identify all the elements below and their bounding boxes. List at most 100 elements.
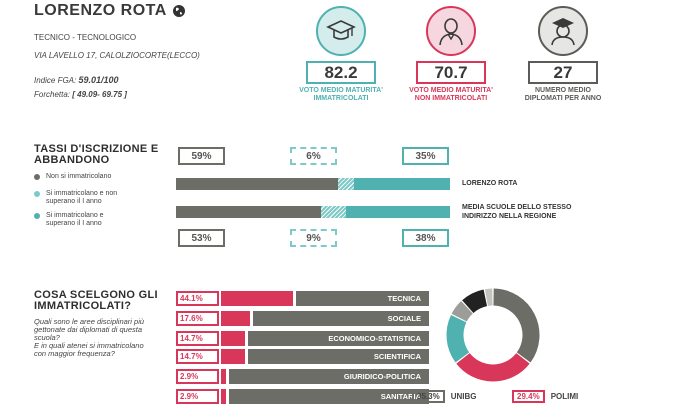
question-line: E in quali atenei si immatricolano	[34, 341, 144, 350]
choice-bar	[221, 369, 226, 384]
bar-segment-dropout	[321, 206, 346, 218]
metric-value: 70.7	[416, 61, 486, 84]
region-pct-dropout: 9%	[290, 229, 337, 247]
legend-dot	[34, 174, 40, 180]
region-stacked-bar	[176, 206, 450, 218]
enrollment-title: TASSI D'ISCRIZIONE E ABBANDONO	[34, 144, 159, 166]
metric-value: 82.2	[306, 61, 376, 84]
choice-pct: 17.6%	[176, 311, 219, 326]
choices-title-line1: COSA SCELGONO GLI	[34, 289, 158, 301]
legend-item: Si immatricolano e non superano il I ann…	[34, 190, 164, 206]
metric-label-line1: NUMERO MEDIO	[535, 87, 591, 94]
bar-segment-not-enrolled	[176, 178, 338, 190]
metric-voto-immatricolati: 82.2 VOTO MEDIO MATURITA' IMMATRICOLATI	[295, 6, 387, 103]
university-pct: 35.3%	[412, 390, 445, 403]
donut-slice	[446, 315, 470, 363]
university-name: UNIBG	[450, 392, 477, 401]
legend-dot	[34, 213, 40, 219]
school-pct-dropout: 6%	[290, 147, 337, 165]
question-line: scuola?	[34, 333, 60, 342]
bar-segment-continuing	[346, 206, 450, 218]
metric-label-line2: NON IMMATRICOLATI	[414, 95, 488, 102]
choice-pct: 44.1%	[176, 291, 219, 306]
choice-area-label: SOCIALE	[253, 311, 429, 326]
donut-slice	[456, 352, 530, 382]
choice-area-label: TECNICA	[296, 291, 429, 306]
metric-label-line1: VOTO MEDIO MATURITA'	[409, 87, 493, 94]
legend-dot	[34, 191, 40, 197]
school-address: VIA LAVELLO 17, CALOLZIOCORTE(LECCO)	[34, 51, 200, 60]
question-line: Quali sono le aree disciplinari più	[34, 317, 145, 326]
legend-label: Si immatricolano e non	[46, 190, 118, 197]
choice-bar	[221, 311, 250, 326]
choice-bar	[221, 291, 293, 306]
enrollment-title-line1: TASSI D'ISCRIZIONE E	[34, 143, 159, 155]
region-pct-continuing: 38%	[402, 229, 449, 247]
question-line: con maggior frequenza?	[34, 349, 115, 358]
metric-label: VOTO MEDIO MATURITA' IMMATRICOLATI	[295, 87, 387, 103]
bar-segment-not-enrolled	[176, 206, 321, 218]
legend-label-line2: superano il I anno	[46, 198, 102, 205]
metric-label-line2: IMMATRICOLATI	[313, 95, 369, 102]
metric-label: VOTO MEDIO MATURITA' NON IMMATRICOLATI	[405, 87, 497, 103]
donut-slice	[451, 301, 474, 322]
region-bar-label-line1: MEDIA SCUOLE DELLO STESSO	[462, 204, 572, 211]
range-label: Forchetta:	[34, 90, 71, 99]
metric-label: NUMERO MEDIO DIPLOMATI PER ANNO	[517, 87, 609, 103]
graduation-cap-icon	[326, 20, 356, 40]
choice-row: 44.1% TECNICA	[176, 291, 429, 306]
university-polimi: 29.4% POLIMI	[512, 390, 578, 403]
metric-circle	[426, 6, 476, 56]
school-name: LORENZO ROTA	[34, 2, 167, 19]
metric-circle	[538, 6, 588, 56]
choice-area-label: GIURIDICO-POLITICA	[229, 369, 429, 384]
legend-label: Non si immatricolano	[46, 173, 112, 180]
choice-area-label: SCIENTIFICA	[248, 349, 429, 364]
choice-row: 14.7% SCIENTIFICA	[176, 349, 429, 364]
choice-area-label: SANITARIA	[229, 389, 429, 404]
choice-row: 17.6% SOCIALE	[176, 311, 429, 326]
choice-row: 2.9% GIURIDICO-POLITICA	[176, 369, 429, 384]
choice-row: 14.7% ECONOMICO-STATISTICA	[176, 331, 429, 346]
school-bar-label: LORENZO ROTA	[462, 180, 518, 187]
fga-range: Forchetta: [ 49.09- 69.75 ]	[34, 90, 127, 99]
metric-value: 27	[528, 61, 598, 84]
graduate-icon	[551, 18, 575, 46]
choices-title-line2: IMMATRICOLATI?	[34, 300, 132, 312]
university-donut-chart	[446, 288, 540, 382]
university-pct: 29.4%	[512, 390, 545, 403]
fga-label: Indice FGA:	[34, 76, 77, 85]
region-bar-label: MEDIA SCUOLE DELLO STESSO INDIRIZZO NELL…	[462, 203, 571, 221]
region-pct-not-enrolled: 53%	[178, 229, 225, 247]
choice-pct: 14.7%	[176, 331, 219, 346]
choice-bar	[221, 389, 226, 404]
donut-slice	[484, 288, 493, 306]
metric-label-line2: DIPLOMATI PER ANNO	[524, 95, 602, 102]
choices-title: COSA SCELGONO GLI IMMATRICOLATI?	[34, 290, 158, 312]
legend-item: Si immatricolano e superano il I anno	[34, 212, 164, 228]
school-stacked-bar	[176, 178, 450, 190]
legend-item: Non si immatricolano	[34, 173, 164, 181]
range-value: [ 49.09- 69.75 ]	[72, 90, 127, 99]
choice-pct: 14.7%	[176, 349, 219, 364]
choice-row: 2.9% SANITARIA	[176, 389, 429, 404]
metric-diplomati: 27 NUMERO MEDIO DIPLOMATI PER ANNO	[517, 6, 609, 103]
university-unibg: 35.3% UNIBG	[412, 390, 476, 403]
donut-slice	[462, 289, 488, 314]
bar-segment-continuing	[354, 178, 450, 190]
question-line: gettonate dai diplomati di questa	[34, 325, 142, 334]
choice-pct: 2.9%	[176, 369, 219, 384]
metric-label-line1: VOTO MEDIO MATURITA'	[299, 87, 383, 94]
school-type: TECNICO - TECNOLOGICO	[34, 33, 137, 42]
bar-segment-dropout	[338, 178, 354, 190]
school-pct-continuing: 35%	[402, 147, 449, 165]
choices-question: Quali sono le aree disciplinari più gett…	[34, 318, 144, 358]
legend-label-line2: superano il I anno	[46, 220, 102, 227]
fga-index: Indice FGA: 59.01/100	[34, 75, 119, 85]
university-name: POLIMI	[550, 392, 579, 401]
donut-slice	[492, 288, 540, 363]
metric-circle	[316, 6, 366, 56]
globe-icon[interactable]	[172, 4, 186, 18]
choice-bar	[221, 349, 245, 364]
school-pct-not-enrolled: 59%	[178, 147, 225, 165]
